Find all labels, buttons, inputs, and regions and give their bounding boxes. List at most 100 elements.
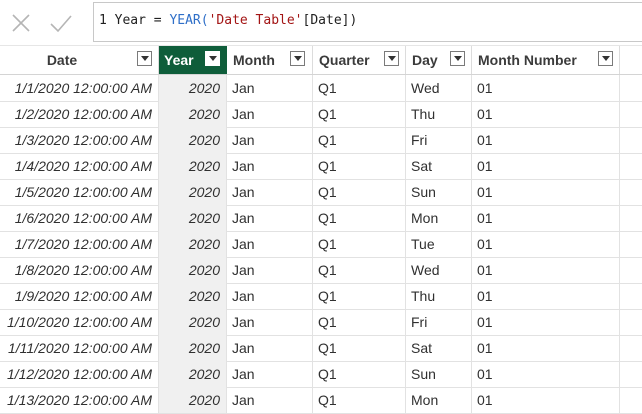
cell-quarter[interactable]: Q1 [313, 387, 406, 413]
chevron-down-icon[interactable] [290, 51, 305, 66]
chevron-down-icon[interactable] [598, 51, 613, 66]
cell-year[interactable]: 2020 [159, 101, 227, 127]
cell-year[interactable]: 2020 [159, 179, 227, 205]
cell-date[interactable]: 1/13/2020 12:00:00 AM [0, 387, 159, 413]
column-header-date[interactable]: Date [0, 46, 159, 74]
cell-date[interactable]: 1/7/2020 12:00:00 AM [0, 231, 159, 257]
table-row[interactable]: 1/12/2020 12:00:00 AM 2020 Jan Q1 Sun 01 [0, 361, 642, 388]
cell-year[interactable]: 2020 [159, 387, 227, 413]
cell-date[interactable]: 1/12/2020 12:00:00 AM [0, 361, 159, 387]
table-row[interactable]: 1/2/2020 12:00:00 AM 2020 Jan Q1 Thu 01 [0, 101, 642, 128]
cell-month-number[interactable]: 01 [472, 361, 620, 387]
table-row[interactable]: 1/3/2020 12:00:00 AM 2020 Jan Q1 Fri 01 [0, 127, 642, 154]
table-row[interactable]: 1/7/2020 12:00:00 AM 2020 Jan Q1 Tue 01 [0, 231, 642, 258]
cell-month[interactable]: Jan [227, 257, 313, 283]
column-header-quarter[interactable]: Quarter [313, 46, 406, 74]
table-row[interactable]: 1/9/2020 12:00:00 AM 2020 Jan Q1 Thu 01 [0, 283, 642, 310]
cell-month[interactable]: Jan [227, 231, 313, 257]
cell-month-number[interactable]: 01 [472, 153, 620, 179]
cell-month-number[interactable]: 01 [472, 309, 620, 335]
cell-date[interactable]: 1/4/2020 12:00:00 AM [0, 153, 159, 179]
cell-month[interactable]: Jan [227, 387, 313, 413]
column-header-month-number[interactable]: Month Number [472, 46, 620, 74]
cell-month[interactable]: Jan [227, 75, 313, 101]
cell-quarter[interactable]: Q1 [313, 127, 406, 153]
cell-month-number[interactable]: 01 [472, 127, 620, 153]
table-row[interactable]: 1/1/2020 12:00:00 AM 2020 Jan Q1 Wed 01 [0, 75, 642, 102]
cell-month-number[interactable]: 01 [472, 283, 620, 309]
cell-quarter[interactable]: Q1 [313, 101, 406, 127]
cell-quarter[interactable]: Q1 [313, 75, 406, 101]
formula-input[interactable]: 1 Year = YEAR('Date Table'[Date]) [93, 2, 642, 42]
table-row[interactable]: 1/6/2020 12:00:00 AM 2020 Jan Q1 Mon 01 [0, 205, 642, 232]
cell-day[interactable]: Tue [406, 231, 472, 257]
cell-quarter[interactable]: Q1 [313, 179, 406, 205]
cell-month[interactable]: Jan [227, 179, 313, 205]
cell-date[interactable]: 1/3/2020 12:00:00 AM [0, 127, 159, 153]
table-row[interactable]: 1/13/2020 12:00:00 AM 2020 Jan Q1 Mon 01 [0, 387, 642, 414]
chevron-down-icon[interactable] [137, 51, 152, 66]
column-header-day[interactable]: Day [406, 46, 472, 74]
chevron-down-icon[interactable] [450, 51, 465, 66]
cell-day[interactable]: Wed [406, 75, 472, 101]
cell-date[interactable]: 1/11/2020 12:00:00 AM [0, 335, 159, 361]
cell-month-number[interactable]: 01 [472, 101, 620, 127]
cell-year[interactable]: 2020 [159, 335, 227, 361]
close-icon[interactable] [6, 8, 36, 38]
cell-year[interactable]: 2020 [159, 205, 227, 231]
cell-month-number[interactable]: 01 [472, 75, 620, 101]
cell-date[interactable]: 1/2/2020 12:00:00 AM [0, 101, 159, 127]
cell-month[interactable]: Jan [227, 283, 313, 309]
table-row[interactable]: 1/10/2020 12:00:00 AM 2020 Jan Q1 Fri 01 [0, 309, 642, 336]
cell-quarter[interactable]: Q1 [313, 205, 406, 231]
column-header-month[interactable]: Month [227, 46, 313, 74]
cell-month[interactable]: Jan [227, 205, 313, 231]
cell-day[interactable]: Sun [406, 361, 472, 387]
cell-year[interactable]: 2020 [159, 153, 227, 179]
cell-month[interactable]: Jan [227, 101, 313, 127]
cell-year[interactable]: 2020 [159, 127, 227, 153]
cell-month[interactable]: Jan [227, 361, 313, 387]
cell-day[interactable]: Fri [406, 127, 472, 153]
cell-year[interactable]: 2020 [159, 283, 227, 309]
cell-month-number[interactable]: 01 [472, 205, 620, 231]
cell-quarter[interactable]: Q1 [313, 361, 406, 387]
cell-quarter[interactable]: Q1 [313, 283, 406, 309]
cell-year[interactable]: 2020 [159, 75, 227, 101]
cell-day[interactable]: Sat [406, 153, 472, 179]
check-icon[interactable] [46, 8, 76, 38]
cell-quarter[interactable]: Q1 [313, 231, 406, 257]
cell-month-number[interactable]: 01 [472, 387, 620, 413]
cell-quarter[interactable]: Q1 [313, 257, 406, 283]
chevron-down-icon[interactable] [384, 51, 399, 66]
cell-year[interactable]: 2020 [159, 309, 227, 335]
cell-date[interactable]: 1/9/2020 12:00:00 AM [0, 283, 159, 309]
cell-month[interactable]: Jan [227, 309, 313, 335]
table-row[interactable]: 1/11/2020 12:00:00 AM 2020 Jan Q1 Sat 01 [0, 335, 642, 362]
cell-quarter[interactable]: Q1 [313, 153, 406, 179]
cell-day[interactable]: Sun [406, 179, 472, 205]
cell-quarter[interactable]: Q1 [313, 335, 406, 361]
cell-day[interactable]: Thu [406, 101, 472, 127]
chevron-down-icon[interactable] [205, 51, 220, 66]
cell-day[interactable]: Wed [406, 257, 472, 283]
cell-day[interactable]: Sat [406, 335, 472, 361]
cell-year[interactable]: 2020 [159, 361, 227, 387]
cell-date[interactable]: 1/5/2020 12:00:00 AM [0, 179, 159, 205]
cell-month[interactable]: Jan [227, 127, 313, 153]
table-row[interactable]: 1/8/2020 12:00:00 AM 2020 Jan Q1 Wed 01 [0, 257, 642, 284]
column-header-year[interactable]: Year [159, 46, 227, 74]
cell-date[interactable]: 1/10/2020 12:00:00 AM [0, 309, 159, 335]
cell-month-number[interactable]: 01 [472, 231, 620, 257]
cell-month[interactable]: Jan [227, 153, 313, 179]
cell-year[interactable]: 2020 [159, 257, 227, 283]
cell-month-number[interactable]: 01 [472, 335, 620, 361]
cell-year[interactable]: 2020 [159, 231, 227, 257]
cell-day[interactable]: Mon [406, 387, 472, 413]
cell-day[interactable]: Thu [406, 283, 472, 309]
cell-month[interactable]: Jan [227, 335, 313, 361]
cell-date[interactable]: 1/8/2020 12:00:00 AM [0, 257, 159, 283]
cell-date[interactable]: 1/6/2020 12:00:00 AM [0, 205, 159, 231]
cell-day[interactable]: Fri [406, 309, 472, 335]
cell-month-number[interactable]: 01 [472, 257, 620, 283]
